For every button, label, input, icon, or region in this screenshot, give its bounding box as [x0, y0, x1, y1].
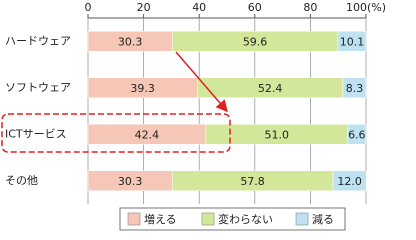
- value-label: 59.6: [243, 35, 268, 48]
- bar-segment: [332, 170, 367, 191]
- x-tick-label: 100(%): [346, 1, 386, 14]
- category-label: ICTサービス: [5, 127, 67, 140]
- value-label: 8.3: [346, 82, 364, 95]
- value-label: 51.0: [265, 128, 290, 141]
- value-label: 12.0: [337, 175, 362, 188]
- x-tick-label: 40: [192, 1, 206, 14]
- category-label: ソフトウェア: [5, 81, 71, 94]
- bar-segment: [342, 77, 367, 98]
- x-tick-label: 20: [137, 1, 151, 14]
- legend-label: 減る: [312, 212, 334, 226]
- legend-label: 変わらない: [218, 212, 273, 226]
- value-label: 30.3: [118, 35, 143, 48]
- value-label: 6.6: [348, 128, 366, 141]
- legend-swatch: [201, 212, 215, 226]
- value-label: 57.8: [240, 175, 265, 188]
- legend-label: 増える: [144, 213, 177, 226]
- bar-segment: [347, 124, 367, 145]
- bar-segment: [337, 31, 367, 52]
- value-label: 10.1: [340, 35, 365, 48]
- category-label: その他: [5, 174, 38, 187]
- value-label: 52.4: [258, 82, 283, 95]
- x-tick-label: 0: [85, 1, 92, 14]
- value-label: 39.3: [130, 82, 155, 95]
- value-label: 42.4: [135, 128, 160, 141]
- legend-box: [119, 207, 346, 231]
- value-label: 30.3: [118, 175, 143, 188]
- legend-swatch: [127, 212, 141, 226]
- category-label: ハードウェア: [5, 34, 71, 47]
- highlight-box: [1, 113, 231, 153]
- arrow: [175, 51, 228, 113]
- x-tick-label: 60: [248, 1, 262, 14]
- legend-swatch: [295, 212, 309, 226]
- x-tick-label: 80: [303, 1, 317, 14]
